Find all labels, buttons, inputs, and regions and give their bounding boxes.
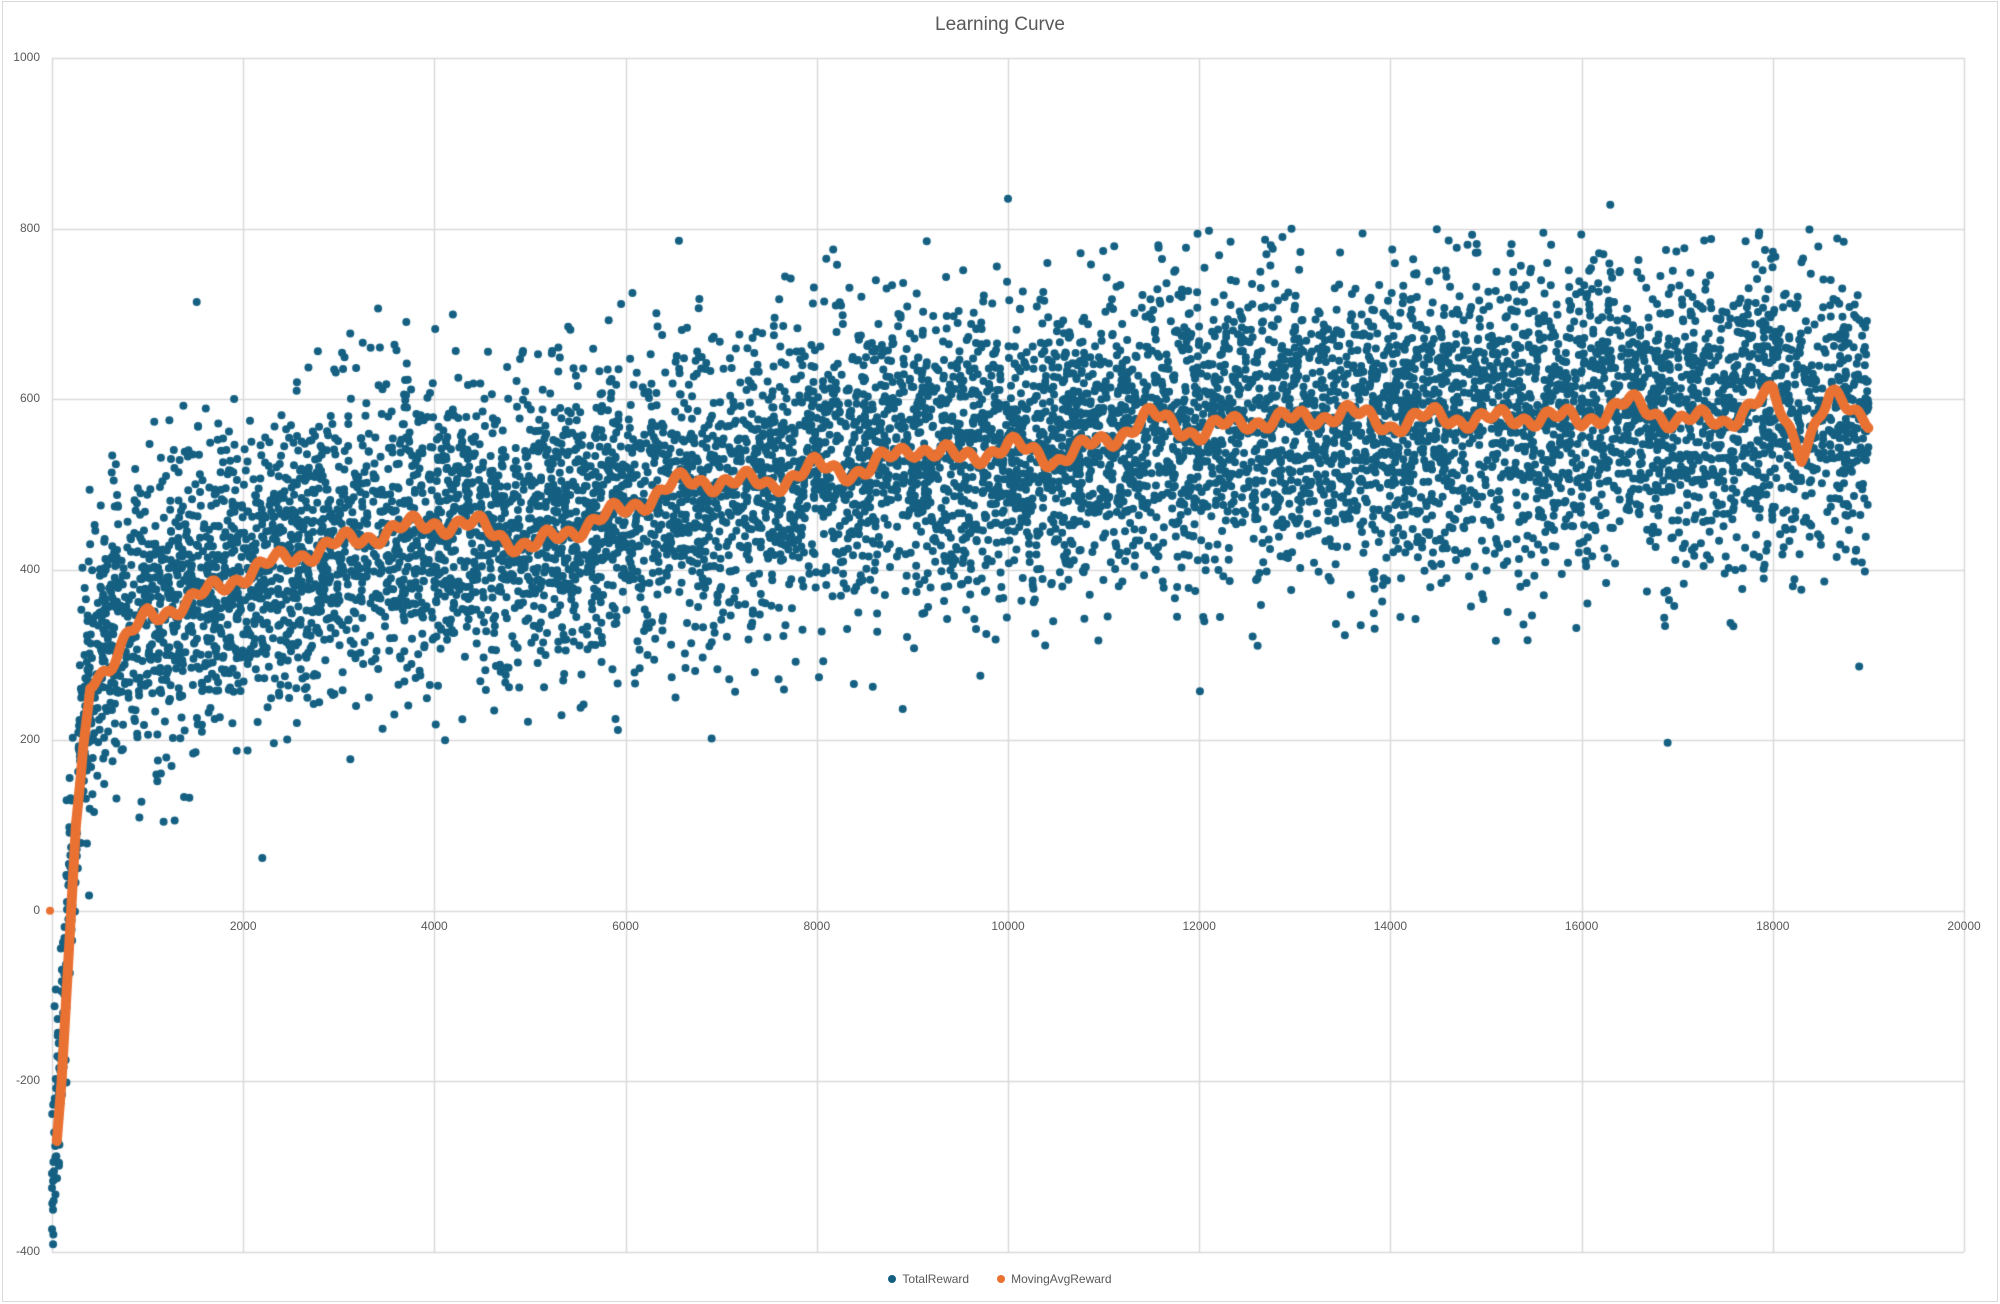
legend-item-totalreward[interactable]: TotalReward — [888, 1272, 969, 1286]
y-tick-label: -200 — [15, 1073, 40, 1088]
x-tick-label: 20000 — [1947, 918, 1981, 933]
y-tick-label: 800 — [19, 220, 40, 235]
y-tick-label: 600 — [19, 391, 40, 406]
x-tick-label: 12000 — [1182, 918, 1216, 933]
legend: TotalReward MovingAvgReward — [0, 1272, 2000, 1286]
y-tick-label: 1000 — [13, 50, 40, 64]
x-tick-label: 4000 — [421, 918, 448, 933]
x-tick-label: 2000 — [229, 918, 257, 933]
x-tick-label: 18000 — [1756, 918, 1790, 933]
x-tick-label: 8000 — [803, 918, 831, 933]
x-tick-label: 6000 — [612, 918, 639, 933]
circle-marker-icon — [888, 1275, 897, 1283]
legend-item-movingavgreward[interactable]: MovingAvgReward — [997, 1272, 1112, 1286]
legend-label: MovingAvgReward — [1011, 1272, 1112, 1286]
y-tick-label: 200 — [19, 732, 40, 747]
y-tick-label: -400 — [15, 1244, 40, 1258]
legend-label: TotalReward — [902, 1272, 970, 1286]
y-tick-label: 400 — [19, 561, 40, 576]
y-tick-label: 0 — [33, 902, 40, 917]
circle-marker-icon — [997, 1275, 1006, 1283]
x-tick-label: 14000 — [1373, 918, 1408, 933]
x-tick-label: 10000 — [991, 918, 1025, 933]
x-tick-label: 16000 — [1564, 918, 1599, 933]
